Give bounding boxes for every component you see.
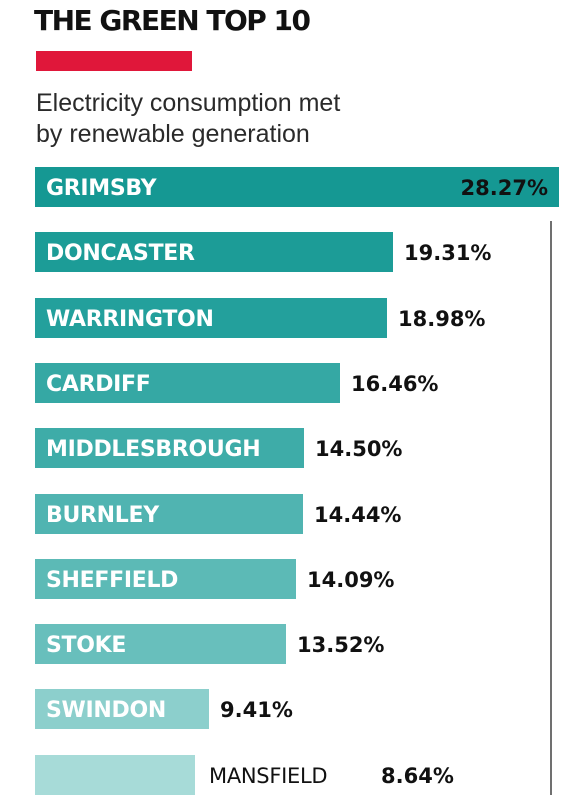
bar xyxy=(35,624,286,664)
bar-value-label: 14.50% xyxy=(315,437,402,461)
bar-value-label: 28.27% xyxy=(461,176,548,200)
bar-group: SHEFFIELD 14.09% xyxy=(35,559,394,599)
bar-group: SWINDON 9.41% xyxy=(35,689,293,729)
bar xyxy=(35,232,393,272)
bar-category-label: WARRINGTON xyxy=(46,307,214,332)
bar-category-label: CARDIFF xyxy=(46,372,151,397)
bar xyxy=(35,494,303,534)
bar-category-label: MIDDLESBROUGH xyxy=(46,437,260,462)
bars-layer: GRIMSBY 28.27% DONCASTER 19.31% WARRINGTON 18… xyxy=(35,167,559,795)
title-accent-rect xyxy=(36,51,192,71)
bar-group: GRIMSBY 28.27% xyxy=(35,167,559,207)
bar xyxy=(35,363,340,403)
bar-value-label: 18.98% xyxy=(398,307,485,331)
bar-value-label: 16.46% xyxy=(351,372,438,396)
bar xyxy=(35,298,387,338)
bar xyxy=(35,755,195,795)
bar xyxy=(35,428,304,468)
bar-group: MIDDLESBROUGH 14.50% xyxy=(35,428,402,468)
bar-category-label: SWINDON xyxy=(46,698,166,723)
bar-category-label: BURNLEY xyxy=(46,503,160,528)
bar-group: STOKE 13.52% xyxy=(35,624,384,664)
bar-category-label: MANSFIELD xyxy=(209,764,327,788)
bar-value-label: 13.52% xyxy=(297,633,384,657)
bar-category-label: DONCASTER xyxy=(46,241,195,266)
bar-value-label: 8.64% xyxy=(381,764,454,788)
subtitle-line-1: Electricity consumption met xyxy=(36,89,341,117)
bar-group: DONCASTER 19.31% xyxy=(35,232,491,272)
chart-subtitle: Electricity consumption met by renewable… xyxy=(36,88,436,150)
chart-title: THE GREEN TOP 10 xyxy=(34,4,311,37)
bar-category-label: STOKE xyxy=(46,633,126,658)
bar-value-label: 19.31% xyxy=(404,241,491,265)
bar-value-label: 14.44% xyxy=(314,503,401,527)
bar-category-label: GRIMSBY xyxy=(46,176,158,201)
bar xyxy=(35,167,559,207)
bar-value-label: 14.09% xyxy=(307,568,394,592)
bar-group: CARDIFF 16.46% xyxy=(35,363,438,403)
bar-group: MANSFIELD 8.64% xyxy=(35,755,454,795)
bar xyxy=(35,689,209,729)
bar xyxy=(35,559,296,599)
bar-value-label: 9.41% xyxy=(220,698,293,722)
bar-category-label: SHEFFIELD xyxy=(46,568,178,593)
title-accent-bar xyxy=(36,51,192,71)
bar-group: WARRINGTON 18.98% xyxy=(35,298,485,338)
bar-group: BURNLEY 14.44% xyxy=(35,494,401,534)
subtitle-line-2: by renewable generation xyxy=(36,120,310,148)
